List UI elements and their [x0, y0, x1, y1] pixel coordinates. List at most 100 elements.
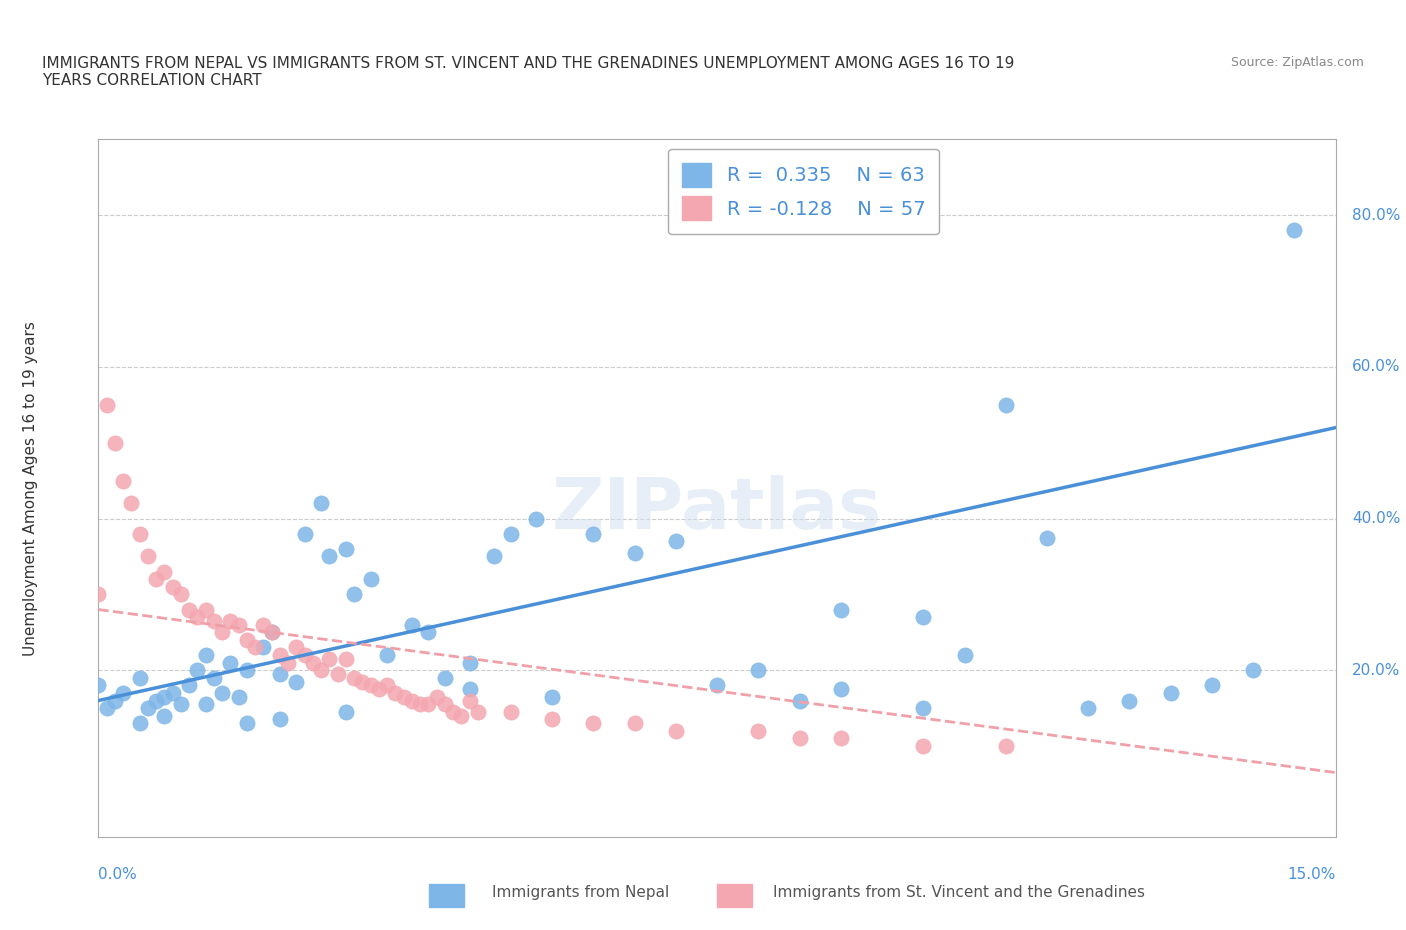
Point	[243, 640, 266, 655]
Point	[162, 685, 184, 700]
Point	[1036, 530, 1059, 545]
Text: Unemployment Among Ages 16 to 19 years: Unemployment Among Ages 16 to 19 years	[22, 321, 38, 656]
Point	[236, 632, 259, 647]
Point	[294, 526, 316, 541]
Point	[360, 572, 382, 587]
Point	[830, 602, 852, 617]
Point	[153, 565, 176, 579]
Point	[145, 572, 167, 587]
Point	[162, 579, 184, 594]
Point	[145, 693, 167, 708]
Point	[418, 625, 440, 640]
Point	[1160, 685, 1182, 700]
Point	[375, 647, 398, 662]
Point	[236, 663, 259, 678]
Point	[104, 693, 127, 708]
Point	[318, 651, 340, 666]
Point	[170, 697, 193, 711]
Point	[789, 693, 811, 708]
Point	[747, 663, 769, 678]
Point	[582, 716, 605, 731]
Point	[343, 587, 366, 602]
Point	[120, 496, 142, 511]
Point	[136, 700, 159, 715]
Point	[285, 640, 308, 655]
Point	[277, 655, 299, 670]
Point	[128, 671, 150, 685]
Point	[194, 647, 217, 662]
Text: ZIPatlas: ZIPatlas	[553, 474, 882, 544]
Point	[96, 700, 118, 715]
Point	[219, 614, 242, 629]
Point	[994, 738, 1017, 753]
Point	[541, 689, 564, 704]
Point	[202, 671, 225, 685]
Point	[994, 397, 1017, 412]
Point	[309, 663, 332, 678]
Point	[706, 678, 728, 693]
Point	[309, 496, 332, 511]
Point	[384, 685, 406, 700]
Point	[789, 731, 811, 746]
Point	[236, 716, 259, 731]
Point	[318, 549, 340, 564]
Point	[302, 655, 325, 670]
Text: 20.0%: 20.0%	[1353, 663, 1400, 678]
Point	[87, 587, 110, 602]
Point	[179, 678, 201, 693]
Point	[285, 674, 308, 689]
Text: 0.0%: 0.0%	[98, 868, 138, 883]
Text: Immigrants from Nepal: Immigrants from Nepal	[492, 885, 669, 900]
Point	[228, 689, 250, 704]
Point	[367, 682, 389, 697]
Point	[194, 697, 217, 711]
Point	[170, 587, 193, 602]
Point	[458, 682, 481, 697]
Point	[343, 671, 366, 685]
Point	[96, 397, 118, 412]
Point	[623, 545, 645, 560]
Point	[1201, 678, 1223, 693]
Point	[401, 693, 423, 708]
Point	[104, 435, 127, 450]
Point	[360, 678, 382, 693]
Point	[260, 625, 283, 640]
Point	[136, 549, 159, 564]
Point	[499, 704, 522, 719]
Point	[335, 541, 357, 556]
Point	[433, 697, 456, 711]
Point	[194, 602, 217, 617]
Point	[665, 534, 688, 549]
Point	[112, 473, 135, 488]
Point	[1284, 223, 1306, 238]
Point	[269, 667, 291, 682]
Point	[211, 685, 233, 700]
Point	[912, 738, 935, 753]
Point	[202, 614, 225, 629]
Point	[211, 625, 233, 640]
Point	[433, 671, 456, 685]
Point	[269, 712, 291, 727]
Text: 15.0%: 15.0%	[1288, 868, 1336, 883]
Point	[252, 618, 274, 632]
Point	[830, 682, 852, 697]
Point	[499, 526, 522, 541]
Point	[665, 724, 688, 738]
Point	[484, 549, 506, 564]
Point	[1077, 700, 1099, 715]
Point	[269, 647, 291, 662]
Point	[912, 610, 935, 625]
Point	[335, 651, 357, 666]
Point	[450, 709, 472, 724]
Point	[352, 674, 374, 689]
Point	[953, 647, 976, 662]
Point	[467, 704, 489, 719]
Point	[326, 667, 349, 682]
Text: Immigrants from St. Vincent and the Grenadines: Immigrants from St. Vincent and the Gren…	[773, 885, 1146, 900]
Point	[1241, 663, 1264, 678]
Point	[458, 693, 481, 708]
Point	[392, 689, 415, 704]
Point	[401, 618, 423, 632]
Point	[912, 700, 935, 715]
Point	[87, 678, 110, 693]
